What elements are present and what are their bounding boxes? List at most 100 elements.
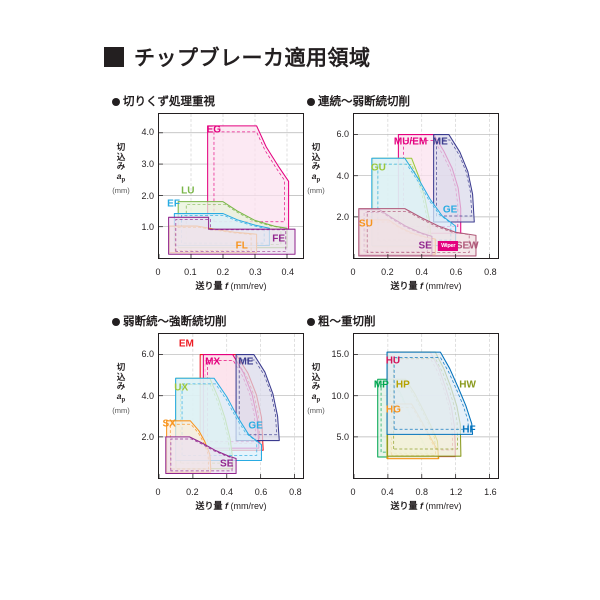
x-tick: 1.2	[449, 487, 463, 497]
x-tick: 0.8	[415, 487, 428, 497]
x-tick: 0.3	[249, 267, 262, 277]
plot-area: 切 込 み ap (mm) 2.0 4.0 6.0 EM MX ME UX GE SX SE 0…	[112, 333, 312, 511]
region-label-gu: GU	[370, 162, 386, 174]
chart-subtitle: 連続～弱断続切削	[307, 96, 507, 109]
region-label-mx: MX	[205, 356, 221, 368]
y-axis-symbol: ap	[116, 390, 126, 404]
x-tick: 0.8	[484, 267, 497, 277]
chart-subtitle: 切りくず処理重視	[112, 96, 312, 109]
region-label-sx: SX	[162, 418, 176, 430]
plot-svg	[354, 114, 498, 258]
region-label-ef: EF	[167, 198, 180, 210]
x-tick: 0.4	[220, 487, 233, 497]
y-tick: 10.0	[331, 390, 349, 401]
x-tick: 0.8	[289, 487, 302, 497]
y-tick: 2.0	[141, 190, 154, 201]
region-label-overlay: MU/EM ME GU GE SU SE SEW Wiper	[353, 113, 499, 259]
plot-area: 切 込 み ap (mm) 5.0 10.0 15.0 HU MP HP HG HW HF 0…	[307, 333, 507, 511]
y-axis-caption: 切 込 み ap (mm)	[112, 362, 130, 415]
x-tick: 0.2	[186, 487, 199, 497]
region-label-ge: GE	[442, 204, 458, 216]
x-tick: 0	[155, 487, 161, 497]
region-label-em: EM	[178, 338, 194, 350]
y-tick-labels: 2.0 4.0 6.0	[130, 333, 156, 479]
y-tick: 4.0	[336, 170, 349, 181]
bullet-dot-icon	[307, 97, 315, 106]
region-label-mp: MP	[373, 379, 389, 391]
y-tick: 6.0	[336, 128, 349, 139]
region-label-overlay: EM MX ME UX GE SX SE	[158, 333, 304, 479]
region-label-mu-em: MU/EM	[393, 136, 428, 148]
x-axis-caption: 送り量 f (mm/rev)	[195, 501, 267, 511]
region-label-me: ME	[432, 136, 448, 148]
chart-continuous-light-interrupted: 連続～弱断続切削 切 込 み ap (mm) 2.0 4.0 6.0 MU/EM ME…	[307, 96, 507, 306]
wiper-badge: Wiper	[438, 241, 459, 252]
region-label-sew: SEW	[455, 240, 479, 252]
region-label-eg: EG	[206, 124, 222, 136]
chart-subtitle: 弱断続～強断続切削	[112, 316, 312, 329]
y-tick: 3.0	[141, 158, 154, 169]
region-label-overlay: HU MP HP HG HW HF	[353, 333, 499, 479]
x-tick: 0.2	[381, 267, 394, 277]
x-tick: 0.6	[449, 267, 463, 277]
bullet-dot-icon	[112, 97, 120, 106]
chart-light-heavy-interrupted: 弱断続～強断続切削 切 込 み ap (mm) 2.0 4.0 6.0 EM MX ME…	[112, 316, 312, 526]
region-label-hw: HW	[459, 379, 476, 391]
x-tick: 0.1	[184, 267, 197, 277]
chart-subtitle: 粗～重切削	[307, 316, 507, 329]
x-axis-caption: 送り量 f (mm/rev)	[195, 281, 267, 291]
region-label-se: SE	[418, 240, 432, 252]
region-label-me: ME	[238, 356, 254, 368]
x-tick: 0.2	[216, 267, 230, 277]
plot-area: 切 込 み ap (mm) 1.0 2.0 3.0 4.0 EG LU EF FL FE 0 0…	[112, 113, 312, 291]
y-tick: 2.0	[336, 212, 349, 223]
y-axis-caption: 切 込 み ap (mm)	[307, 362, 325, 415]
y-tick: 15.0	[331, 348, 349, 359]
y-axis-symbol: ap	[116, 170, 126, 184]
y-tick: 1.0	[141, 222, 154, 233]
region-label-overlay: EG LU EF FL FE	[158, 113, 304, 259]
region-label-fe: FE	[272, 233, 286, 245]
x-tick: 0	[350, 267, 356, 277]
region-label-fl: FL	[235, 240, 248, 252]
square-bullet-icon	[104, 47, 124, 67]
bullet-dot-icon	[307, 317, 315, 326]
chart-chip-control: 切りくず処理重視 切 込 み ap (mm) 1.0 2.0 3.0 4.0 EG LU…	[112, 96, 312, 306]
y-tick: 2.0	[141, 432, 154, 443]
y-tick-labels: 2.0 4.0 6.0	[325, 113, 351, 259]
y-tick-labels: 1.0 2.0 3.0 4.0	[130, 113, 156, 259]
x-axis: 0 0.2 0.4 0.6 0.8 送り量 f (mm/rev)	[155, 479, 304, 511]
region-label-hp: HP	[395, 379, 410, 391]
y-axis-caption: 切 込 み ap (mm)	[112, 142, 130, 195]
region-label-ge: GE	[248, 420, 263, 432]
region-label-lu: LU	[181, 185, 195, 197]
plot-frame	[353, 333, 499, 479]
x-tick: 0	[155, 267, 161, 277]
y-axis-symbol: ap	[311, 170, 321, 184]
x-axis-caption: 送り量 f (mm/rev)	[390, 501, 462, 511]
region-label-ux: UX	[174, 382, 189, 394]
y-axis-symbol: ap	[311, 390, 321, 404]
plot-svg	[159, 114, 303, 258]
plot-area: 切 込 み ap (mm) 2.0 4.0 6.0 MU/EM ME GU GE SU SE S…	[307, 113, 507, 291]
y-tick: 6.0	[141, 348, 154, 359]
x-axis: 0 0.2 0.4 0.6 0.8 送り量 f (mm/rev)	[350, 259, 499, 291]
plot-frame	[353, 113, 499, 259]
page-title: チップブレーカ適用領域	[134, 47, 371, 70]
y-tick-labels: 5.0 10.0 15.0	[325, 333, 351, 479]
y-tick: 4.0	[141, 390, 154, 401]
region-label-se: SE	[220, 458, 234, 470]
plot-frame	[158, 113, 304, 259]
region-label-hu: HU	[385, 355, 401, 367]
x-tick: 0.4	[381, 487, 394, 497]
y-axis-caption: 切 込 み ap (mm)	[307, 142, 325, 195]
x-tick: 0.6	[254, 487, 268, 497]
x-axis: 0 0.4 0.8 1.2 1.6 送り量 f (mm/rev)	[350, 479, 499, 511]
y-tick: 5.0	[336, 432, 349, 443]
plot-svg	[159, 334, 303, 478]
y-tick: 4.0	[141, 127, 154, 138]
plot-frame	[158, 333, 304, 479]
x-axis-caption: 送り量 f (mm/rev)	[390, 281, 462, 291]
x-tick: 0	[350, 487, 356, 497]
